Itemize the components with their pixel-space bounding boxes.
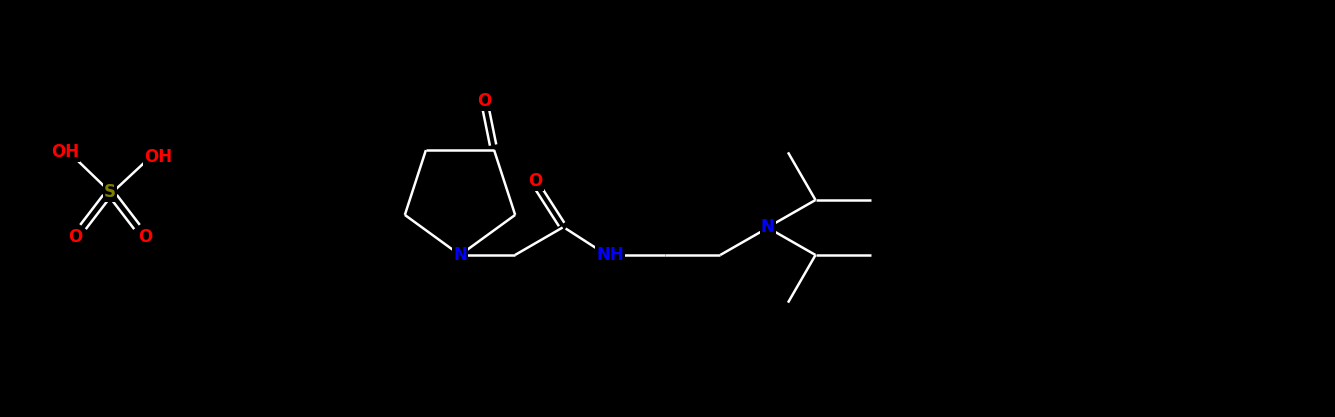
Text: N: N [453,246,467,264]
Text: O: O [138,228,152,246]
Text: O: O [68,228,83,246]
Text: N: N [761,219,774,236]
Text: S: S [104,183,116,201]
Text: NH: NH [597,246,625,264]
Text: OH: OH [51,143,79,161]
Text: OH: OH [144,148,172,166]
Text: O: O [529,172,542,190]
Text: O: O [477,92,491,110]
